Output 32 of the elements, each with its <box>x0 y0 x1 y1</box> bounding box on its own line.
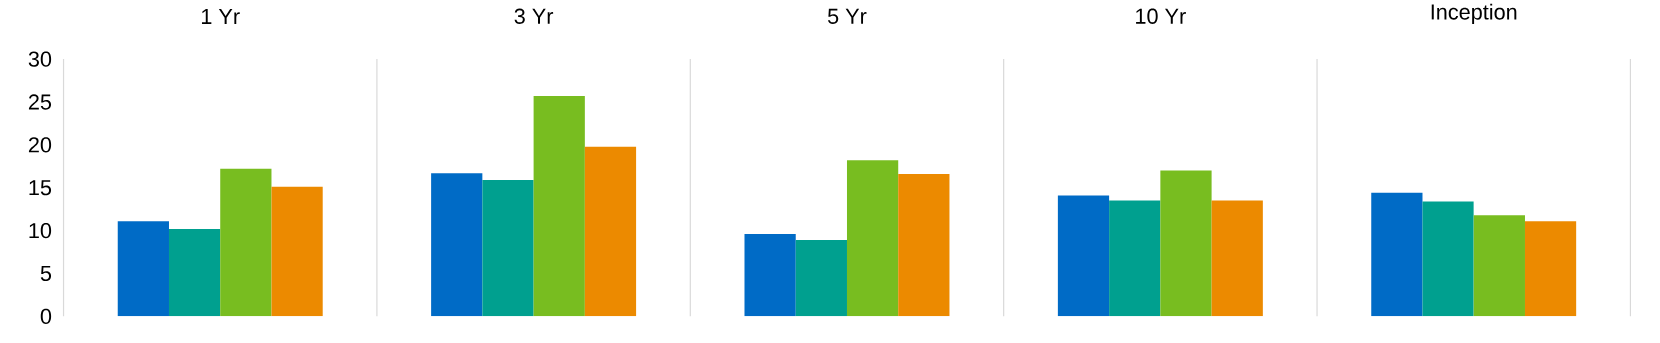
bar <box>1211 200 1263 317</box>
bar <box>1109 200 1161 317</box>
bar <box>533 96 585 317</box>
x-tick-label: 1 Yr <box>201 9 240 24</box>
bar <box>1160 170 1212 317</box>
bar <box>1422 201 1474 317</box>
y-tick-label: 10 <box>29 222 52 239</box>
y-tick-label: 0 <box>40 308 52 325</box>
x-tick-label: 3 Yr <box>514 8 554 24</box>
bar <box>744 234 796 317</box>
bar <box>1371 192 1423 317</box>
bar <box>117 221 169 317</box>
y-tick-label: 15 <box>29 180 52 196</box>
bar <box>482 180 534 317</box>
bar <box>1057 195 1110 317</box>
x-tick-label: 10 Yr <box>1136 8 1186 24</box>
bar <box>168 228 221 317</box>
bar <box>1524 221 1577 317</box>
bar <box>898 174 950 317</box>
bar <box>431 173 483 317</box>
x-tick-label: Inception <box>1431 3 1517 24</box>
y-tick-label: 30 <box>28 51 52 67</box>
bar <box>220 168 272 317</box>
bar <box>1473 215 1525 317</box>
y-tick-label: 20 <box>28 137 52 153</box>
y-tick-label: 5 <box>40 265 52 282</box>
bar <box>584 146 637 317</box>
x-tick-label: 5 Yr <box>827 8 867 24</box>
bar <box>846 160 899 317</box>
y-tick-label: 25 <box>28 94 52 110</box>
bar <box>795 240 847 317</box>
bar <box>271 186 323 317</box>
